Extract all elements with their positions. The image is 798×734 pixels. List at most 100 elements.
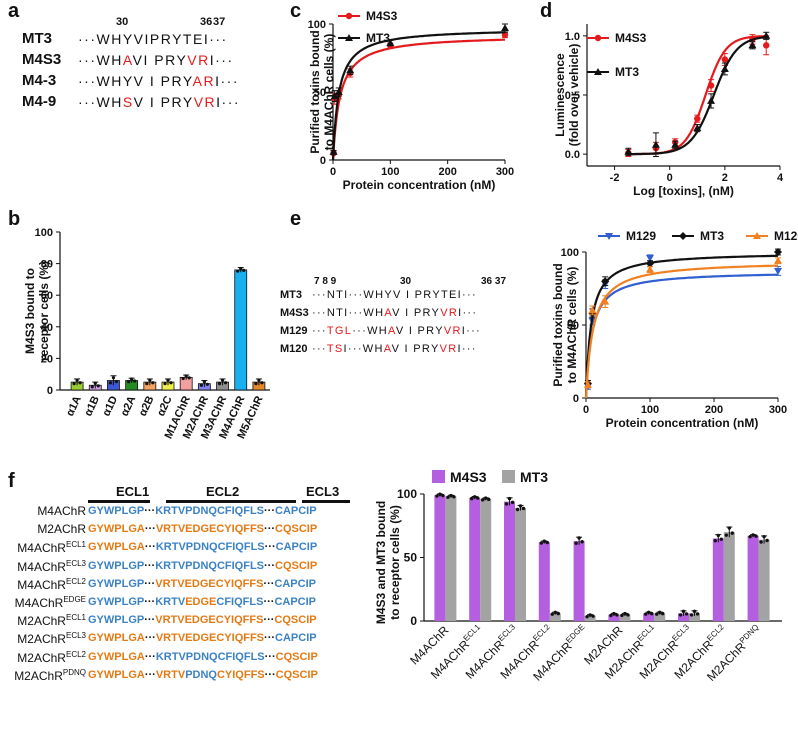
ecl1-sequence: GYWPLGA [88, 668, 145, 681]
ellipsis: ··· [264, 668, 276, 681]
panel-label-a: a [8, 0, 20, 22]
ellipsis: ··· [78, 73, 97, 89]
x-tick-label-superscript: EDGE [564, 623, 586, 645]
replicate-dot [449, 493, 453, 498]
replicate-dot [556, 611, 560, 616]
replicate-dot [236, 269, 240, 273]
x-tick-label-superscript: ECL1 [636, 622, 657, 643]
x-tick-label: 200 [438, 166, 456, 178]
legend-swatch [502, 470, 515, 483]
ellipsis: ··· [264, 505, 276, 517]
sequence-text: GYWPLGA···VRTVEDGECYIQFFS···CQSCIP [88, 523, 317, 535]
replicate-dot [661, 611, 665, 616]
ecl1-sequence: GYWPLGP [88, 559, 145, 572]
receptor-name: M2AChR [37, 522, 86, 536]
axis-label: M4S3 bound to [23, 268, 37, 354]
axis-label: M4S3 and MT3 bound [374, 501, 388, 624]
bar [654, 613, 666, 621]
replicate-dot [550, 612, 554, 616]
sequence-segment: I··· [203, 31, 228, 47]
replicate-dot [612, 611, 616, 616]
ecl2-sequence: KRTVPDNQCFIQFLS [155, 541, 265, 554]
ecl3-sequence: CAPCIP [275, 632, 317, 645]
bar [643, 613, 655, 621]
ecl3-sequence: CQSCIP [275, 523, 318, 536]
sequence-segment: I··· [461, 325, 482, 337]
sequence-segment: I··· [209, 52, 234, 68]
receptor-name: M4AChRECL3 [17, 559, 86, 574]
replicate-dot [655, 612, 659, 616]
data-point [774, 248, 782, 256]
residue-position: 30 [400, 276, 412, 287]
sequence-text: GYWPLGP···VRTVEDGECYIQFFS···CQSCIP [88, 614, 317, 626]
bar [434, 495, 446, 621]
x-tick-label: -2 [610, 172, 620, 184]
bar-chart-f: 0 50 100 M4S3 and MT3 bound to receptor cell… [374, 469, 782, 684]
data-point [763, 42, 770, 49]
y-tick-label: 100 [308, 19, 326, 31]
bar [619, 614, 631, 621]
data-point [601, 297, 610, 305]
replicate-dot [650, 611, 654, 616]
sequence-segment: WHYV [96, 31, 145, 47]
fit-curve [628, 35, 767, 156]
replicate-dot [242, 268, 246, 272]
y-tick-label: 0.5 [565, 90, 580, 102]
ellipsis: ··· [78, 31, 97, 47]
ecl2-sequence: VRTVEDGECYIQFFS [155, 523, 265, 536]
panel-label-e: e [290, 208, 302, 230]
ecl3-sequence: CAPCIP [275, 541, 318, 554]
panel-label-c: c [290, 0, 302, 22]
y-tick-label: 100 [35, 227, 53, 239]
sequence-segment: I··· [216, 94, 241, 110]
replicate-dot [515, 507, 520, 512]
data-point [588, 306, 597, 314]
replicate-dot [446, 495, 450, 500]
replicate-dot [681, 609, 686, 614]
axis-label: to M4AChR cells (%) [565, 267, 579, 384]
ecl3-sequence: CAPCIP [274, 596, 316, 608]
replicate-dot [647, 610, 651, 615]
ellipsis: ··· [264, 559, 276, 572]
replicate-dot [719, 537, 723, 541]
sequence-segment: NT [326, 307, 345, 319]
receptor-label: M4AChR [14, 596, 64, 610]
ellipsis: ··· [144, 614, 156, 627]
fit-curve [331, 31, 506, 161]
receptor-label: M4AChR [17, 577, 66, 592]
y-tick-label: 60 [41, 290, 53, 302]
replicate-dot [684, 612, 689, 616]
bar [234, 269, 248, 391]
sequence-text: ···NTI···WHYV I PRYTEI··· [312, 289, 477, 301]
sequence-text: GYWPLGA···KRTVPDNQCFIQFLS···CQSCIP [88, 651, 318, 663]
bar [549, 613, 561, 621]
data-point [646, 265, 654, 273]
bar [480, 499, 492, 621]
receptor-name: M2AChRPDNQ [14, 668, 86, 683]
replicate-dot [539, 541, 543, 545]
ecl2-sequence: PDNQ [185, 668, 217, 681]
receptor-name: M4AChRECL1 [17, 540, 86, 555]
ellipsis: ··· [144, 541, 156, 554]
line-chart-d: -2 0 2 4 0.0 0.5 1.0 Log [toxins], (nM) Luminesc… [553, 24, 784, 198]
sequence-segment: VR [443, 325, 462, 337]
fit-curve [584, 264, 779, 399]
ecl1-sequence: GYWPLGA [88, 632, 145, 645]
receptor-label: M4AChR [17, 559, 66, 574]
sequence-segment: TGL [326, 325, 353, 337]
replicate-dot [205, 382, 209, 386]
sequence-segment: WH [96, 94, 123, 110]
replicate-dot [473, 495, 477, 499]
replicate-dot [257, 378, 261, 382]
replicate-dot [716, 533, 720, 538]
ecl2-sequence: VRTVEDGECYIQFFS [155, 632, 265, 645]
x-tick-label: α2A [119, 394, 139, 418]
replicate-dot [166, 378, 170, 382]
sequence-segment: V I PRY [391, 343, 440, 355]
sequence-segment: WHYV I PRY [96, 73, 193, 89]
x-tick-label-superscript: ECL3 [670, 622, 691, 643]
data-point [334, 88, 343, 95]
data-point [605, 233, 613, 240]
data-point [330, 92, 339, 100]
replicate-dot [759, 540, 763, 544]
